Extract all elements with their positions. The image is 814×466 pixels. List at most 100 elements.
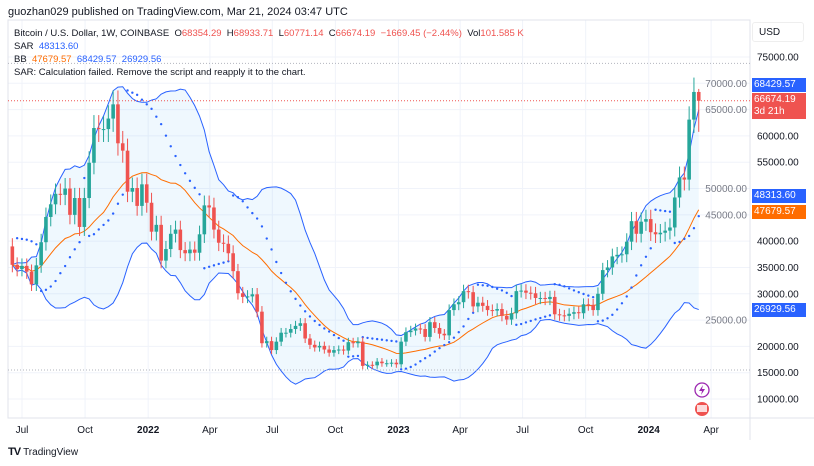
candle-body [29,271,34,285]
sar-dot [111,212,115,215]
price-tick-label: 15000.00 [757,368,799,379]
sar-error-message: SAR: Calculation failed. Remove the scri… [14,67,306,78]
candle-body [68,188,72,215]
price-tick-label: 65000.00 [705,105,747,116]
sar-dot [121,193,124,196]
candle-body [447,310,451,336]
sar-dot [615,308,619,311]
sar-dot [543,315,547,318]
candle-body [120,143,125,151]
sar-dot [327,330,331,333]
sar-dot [505,291,508,295]
sar-dot [54,279,57,283]
candle-body [197,234,202,253]
candle-body [533,293,538,298]
candle-body [293,325,298,330]
price-tick-label: 45000.00 [705,210,747,221]
sar-dot [399,368,403,371]
bb-lower-line [11,242,699,385]
candle-body [178,229,183,251]
candle-body [212,207,216,230]
candle-body [87,162,91,199]
price-tick-label: 35000.00 [757,263,799,274]
candle-body [279,332,283,342]
candle-body [20,265,24,270]
sar-dot [131,91,134,94]
price-tick-label: 60000.00 [757,131,799,142]
bb-upper-value: 68429.57 [76,54,117,65]
sar-dot [558,283,561,287]
chart-legend: Bitcoin / U.S. Dollar, 1W, COINBASE O683… [14,27,524,79]
tradingview-logo[interactable]: TV TradingView [8,446,78,458]
candle-body [192,249,197,253]
lightning-icon-glyph [699,385,705,395]
candle-body [514,291,519,314]
sar-dot [467,317,470,321]
bb-legend[interactable]: BB 47679.57 68429.57 26929.56 [14,53,524,66]
candle-body [77,198,82,227]
sar-dot [73,248,76,251]
candle-body [10,246,15,265]
candle-body [672,197,677,228]
candle-body [140,184,144,206]
candle-body [408,330,413,333]
time-tick-label: 2024 [638,425,661,436]
candle-body [634,221,639,234]
candle-body [692,91,696,120]
sar-dot [347,355,350,358]
sar-dot [433,350,436,353]
sar-dot [260,225,264,228]
candle-body [308,338,312,345]
candle-body [39,242,43,266]
candle-body [610,256,615,268]
sar-dot [222,261,225,264]
candle-body [668,227,672,231]
sar-dot [476,283,480,286]
sar-dot [174,154,177,158]
candle-body [461,291,466,303]
symbol-name[interactable]: Bitcoin / U.S. Dollar, 1W, COINBASE [14,28,170,39]
candle-body [519,290,523,292]
sar-dot [486,284,489,288]
candle-body [471,292,475,307]
sar-dot [404,367,408,370]
brand-name: TradingView [23,446,79,458]
sar-dot [572,289,576,292]
sar-dot [414,363,417,366]
sar-legend[interactable]: SAR 48313.60 [14,40,524,53]
time-tick-label: Apr [202,425,218,436]
close-value: 66674.19 [335,28,376,39]
sar-dot [659,209,662,212]
candle-body [389,362,394,364]
sar-dot [606,317,609,320]
sar-dot [30,240,33,243]
sar-dot [318,323,321,327]
sar-dot [395,340,398,343]
bb-upper-line [12,86,700,337]
sar-dot [44,288,48,292]
sar-dot [635,274,638,277]
bb-lower-value: 26929.56 [121,54,162,65]
sar-dot [697,214,700,218]
candle-body [356,341,360,344]
candle-body [495,309,499,311]
candle-body [173,229,178,234]
sar-dot [380,338,384,341]
candle-body [629,221,634,242]
symbol-legend: Bitcoin / U.S. Dollar, 1W, COINBASE O683… [14,27,524,40]
candle-body [231,253,235,272]
candle-body [63,188,67,195]
sar-dot [371,337,374,340]
candle-body [418,328,423,330]
sar-dot [529,319,532,323]
candle-body [485,305,490,311]
sar-dot [524,321,528,324]
currency-selector[interactable]: USD [752,22,804,42]
time-tick-label: Oct [328,425,344,436]
sar-dot [678,240,681,244]
sar-dot [49,285,52,288]
sar-dot [457,330,460,334]
time-tick-label: Apr [703,425,719,436]
sar-dot [39,289,43,293]
